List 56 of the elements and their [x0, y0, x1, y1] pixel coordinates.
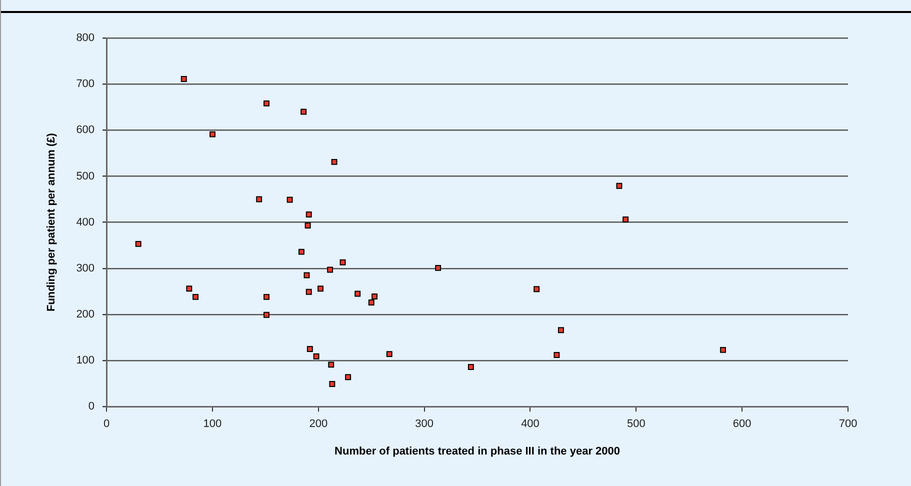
y-tick-label: 400 [76, 216, 95, 228]
point [264, 294, 270, 300]
point [558, 327, 564, 334]
point [329, 381, 336, 387]
x-tick-label: 100 [203, 418, 222, 430]
point [318, 286, 324, 292]
point [372, 294, 378, 300]
point [354, 290, 361, 297]
x-tick-label: 200 [309, 418, 328, 430]
point [386, 351, 392, 358]
y-tick-label: 800 [76, 32, 95, 44]
point [286, 196, 293, 203]
y-axis-title: Funding per patient per annum (£) [46, 132, 58, 312]
point [264, 100, 270, 106]
point [327, 266, 334, 273]
y-tick-label: 600 [76, 124, 95, 136]
y-tick-label: 200 [76, 308, 95, 320]
point [720, 346, 726, 353]
point [368, 299, 374, 306]
x-tick-label: 300 [415, 418, 434, 430]
point [135, 240, 142, 247]
point [304, 272, 310, 278]
point [554, 352, 560, 358]
point [468, 364, 474, 370]
x-tick-label: 500 [626, 418, 646, 430]
point [210, 131, 216, 138]
point [534, 286, 540, 292]
x-axis-title: Number of patients treated in phase III in the year 2000 [334, 445, 620, 458]
point [328, 362, 334, 368]
point [300, 108, 307, 115]
point [306, 288, 312, 295]
point [340, 259, 346, 266]
point [256, 196, 262, 202]
x-tick-label: 0 [103, 418, 110, 430]
x-tick-label: 600 [732, 418, 752, 430]
point [313, 353, 320, 360]
point [304, 222, 311, 228]
y-tick-label: 700 [76, 78, 95, 90]
point [186, 286, 192, 292]
point [180, 76, 187, 82]
point [192, 294, 198, 300]
y-tick-label: 100 [76, 354, 95, 367]
point [435, 264, 442, 271]
point [306, 346, 313, 352]
x-tick-label: 400 [521, 418, 540, 430]
point [345, 374, 352, 380]
point [331, 158, 338, 165]
y-tick-label: 300 [76, 262, 95, 274]
y-tick-label: 500 [76, 170, 95, 182]
point [616, 182, 622, 189]
point [622, 216, 629, 223]
point [306, 211, 312, 218]
point [264, 312, 270, 318]
y-tick-label: 0 [88, 400, 95, 413]
point [298, 248, 304, 255]
x-tick-label: 700 [838, 418, 858, 430]
